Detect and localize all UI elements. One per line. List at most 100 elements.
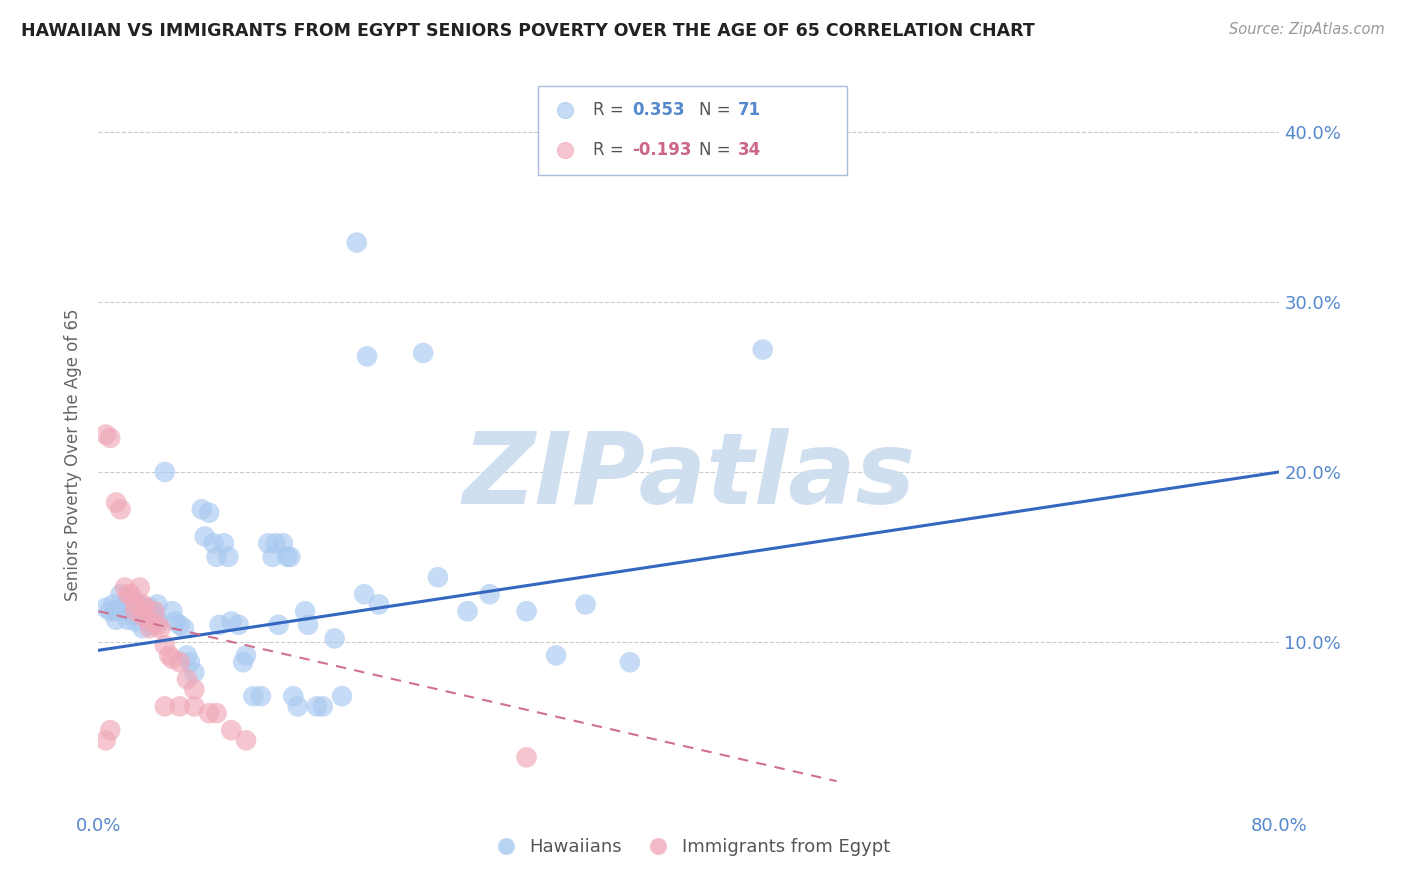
Point: [105, 604, 128, 618]
Text: R =: R =: [593, 101, 628, 120]
Point: [330, 689, 353, 703]
Point: [228, 617, 250, 632]
Point: [120, 600, 142, 615]
Y-axis label: Seniors Poverty Over the Age of 65: Seniors Poverty Over the Age of 65: [65, 309, 83, 601]
Point: [250, 689, 273, 703]
Point: [124, 604, 146, 618]
Point: [219, 615, 242, 629]
Point: [202, 536, 225, 550]
Point: [242, 689, 264, 703]
Point: [212, 536, 235, 550]
Point: [478, 587, 501, 601]
Point: [139, 617, 162, 632]
Point: [574, 598, 596, 612]
Point: [162, 604, 183, 618]
Point: [120, 587, 142, 601]
Point: [368, 598, 391, 612]
Point: [179, 655, 201, 669]
Point: [135, 600, 157, 615]
Point: [176, 648, 198, 663]
Point: [346, 235, 368, 250]
Point: [169, 699, 191, 714]
Point: [297, 617, 319, 632]
Point: [205, 706, 228, 721]
Text: 0.353: 0.353: [633, 101, 685, 120]
Text: R =: R =: [593, 141, 628, 160]
Point: [103, 598, 125, 612]
Point: [456, 604, 478, 618]
Point: [117, 613, 139, 627]
FancyBboxPatch shape: [538, 86, 846, 175]
Point: [294, 604, 316, 618]
Point: [143, 604, 166, 618]
Point: [194, 529, 217, 543]
Point: [353, 587, 375, 601]
Point: [205, 549, 228, 564]
Point: [153, 465, 176, 479]
Point: [305, 699, 328, 714]
Point: [146, 615, 169, 629]
Point: [183, 665, 205, 680]
Text: HAWAIIAN VS IMMIGRANTS FROM EGYPT SENIORS POVERTY OVER THE AGE OF 65 CORRELATION: HAWAIIAN VS IMMIGRANTS FROM EGYPT SENIOR…: [21, 22, 1035, 40]
Point: [235, 648, 257, 663]
Point: [136, 607, 159, 622]
Point: [124, 607, 146, 622]
Point: [114, 581, 136, 595]
Point: [165, 615, 187, 629]
Point: [554, 144, 576, 158]
Point: [94, 427, 117, 442]
Point: [267, 617, 290, 632]
Point: [110, 587, 132, 601]
Text: 34: 34: [738, 141, 761, 160]
Point: [198, 706, 221, 721]
Point: [276, 549, 298, 564]
Point: [264, 536, 287, 550]
Point: [169, 617, 191, 632]
Point: [139, 621, 162, 635]
Point: [217, 549, 239, 564]
Text: ZIPatlas: ZIPatlas: [463, 428, 915, 524]
Point: [427, 570, 450, 584]
Point: [191, 502, 214, 516]
Point: [271, 536, 294, 550]
Point: [124, 615, 146, 629]
Point: [153, 638, 176, 652]
Point: [173, 621, 195, 635]
Point: [132, 598, 155, 612]
Point: [619, 655, 641, 669]
Point: [157, 648, 180, 663]
Point: [232, 655, 254, 669]
Point: [183, 699, 205, 714]
Point: [183, 682, 205, 697]
Point: [98, 431, 121, 445]
Point: [198, 506, 221, 520]
Point: [124, 598, 146, 612]
Point: [235, 733, 257, 747]
Text: N =: N =: [699, 101, 735, 120]
Point: [323, 632, 346, 646]
Point: [278, 549, 302, 564]
Point: [132, 604, 155, 618]
Point: [117, 604, 139, 618]
Point: [153, 699, 176, 714]
Point: [219, 723, 242, 738]
Text: 71: 71: [738, 101, 761, 120]
Text: N =: N =: [699, 141, 735, 160]
Point: [132, 609, 155, 624]
Point: [105, 495, 128, 509]
Point: [114, 598, 136, 612]
Point: [515, 750, 537, 764]
Point: [169, 655, 191, 669]
Point: [257, 536, 280, 550]
Point: [110, 502, 132, 516]
Point: [94, 733, 117, 747]
Point: [515, 604, 537, 618]
Point: [283, 689, 305, 703]
Point: [176, 672, 198, 686]
Point: [94, 600, 117, 615]
Point: [139, 615, 162, 629]
Point: [146, 617, 169, 632]
Point: [751, 343, 773, 357]
Point: [412, 346, 434, 360]
Text: Source: ZipAtlas.com: Source: ZipAtlas.com: [1229, 22, 1385, 37]
